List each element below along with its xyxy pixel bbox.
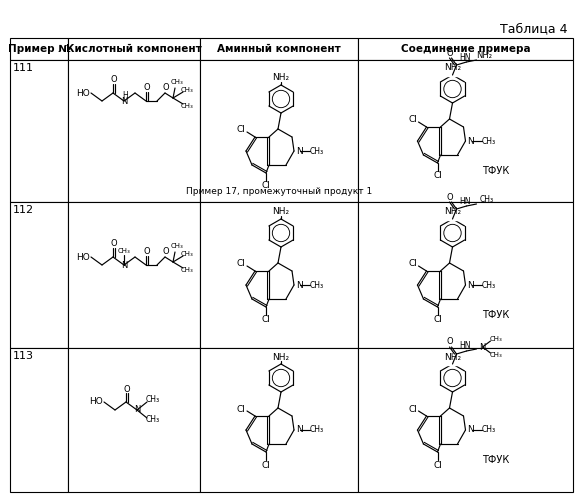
- Text: Пример 17, промежуточный продукт 1: Пример 17, промежуточный продукт 1: [186, 187, 372, 196]
- Text: NH₂: NH₂: [476, 52, 493, 60]
- Text: O: O: [111, 240, 117, 248]
- Text: Cl: Cl: [433, 316, 442, 324]
- Bar: [358, 348, 573, 492]
- Text: CH₃: CH₃: [482, 280, 496, 289]
- Bar: [441, 62, 470, 76]
- Text: CH₃: CH₃: [181, 87, 194, 93]
- Bar: [10, 202, 68, 348]
- Text: CH₃: CH₃: [171, 243, 184, 249]
- Text: N: N: [296, 146, 303, 156]
- Bar: [10, 348, 68, 492]
- Bar: [358, 38, 573, 60]
- Bar: [200, 348, 358, 492]
- Bar: [68, 202, 200, 348]
- Text: CH₃: CH₃: [181, 251, 194, 257]
- Text: 111: 111: [13, 63, 34, 73]
- Text: 112: 112: [13, 205, 34, 215]
- Text: O: O: [143, 84, 150, 92]
- Text: N: N: [479, 342, 486, 351]
- Text: HO: HO: [76, 88, 90, 98]
- Text: ТФУК: ТФУК: [482, 310, 509, 320]
- Text: O: O: [163, 248, 169, 256]
- Text: N: N: [468, 426, 474, 434]
- Bar: [441, 206, 470, 220]
- Bar: [68, 38, 200, 60]
- Text: HO: HO: [76, 252, 90, 262]
- Text: Cl: Cl: [408, 116, 417, 124]
- Text: N: N: [121, 260, 127, 270]
- Text: NH₂: NH₂: [272, 74, 290, 82]
- Text: HO: HO: [89, 398, 103, 406]
- Text: O: O: [446, 48, 453, 58]
- Text: CH₃: CH₃: [479, 196, 494, 204]
- Text: CH₃: CH₃: [146, 396, 160, 404]
- Text: O: O: [446, 192, 453, 202]
- Text: HN: HN: [459, 342, 470, 350]
- Text: ТФУК: ТФУК: [482, 455, 509, 465]
- Bar: [10, 38, 68, 60]
- Text: Cl: Cl: [408, 404, 417, 413]
- Bar: [200, 60, 358, 202]
- Text: CH₃: CH₃: [482, 426, 496, 434]
- Text: N: N: [468, 280, 474, 289]
- Text: O: O: [163, 84, 169, 92]
- Text: NH₂: NH₂: [272, 208, 290, 216]
- Text: O: O: [446, 338, 453, 346]
- Bar: [358, 202, 573, 348]
- Text: CH₃: CH₃: [490, 336, 503, 342]
- Text: HN: HN: [459, 52, 470, 62]
- Text: CH₃: CH₃: [146, 416, 160, 424]
- Text: Cl: Cl: [237, 260, 245, 268]
- Text: Cl: Cl: [262, 316, 271, 324]
- Text: N: N: [468, 136, 474, 145]
- Bar: [10, 60, 68, 202]
- Bar: [200, 202, 358, 348]
- Text: NH₂: NH₂: [444, 208, 461, 216]
- Bar: [68, 348, 200, 492]
- Text: Cl: Cl: [408, 260, 417, 268]
- Text: Cl: Cl: [237, 126, 245, 134]
- Text: O: O: [124, 384, 131, 394]
- Text: Cl: Cl: [262, 182, 271, 190]
- Bar: [200, 38, 358, 60]
- Text: HN: HN: [459, 196, 470, 205]
- Text: CH₃: CH₃: [171, 79, 184, 85]
- Text: CH₃: CH₃: [310, 426, 324, 434]
- Text: O: O: [143, 248, 150, 256]
- Text: CH₃: CH₃: [482, 136, 496, 145]
- Text: NH₂: NH₂: [444, 64, 461, 72]
- Text: Пример №: Пример №: [8, 44, 71, 54]
- Text: CH₃: CH₃: [181, 267, 194, 273]
- Text: CH₃: CH₃: [310, 280, 324, 289]
- Bar: [358, 60, 573, 202]
- Text: Таблица 4: Таблица 4: [500, 22, 568, 35]
- Text: Cl: Cl: [433, 460, 442, 469]
- Text: Соединение примера: Соединение примера: [401, 44, 531, 54]
- Text: CH₃: CH₃: [181, 103, 194, 109]
- Text: 113: 113: [13, 351, 34, 361]
- Bar: [68, 60, 200, 202]
- Text: CH₃: CH₃: [118, 248, 131, 254]
- Text: Кислотный компонент: Кислотный компонент: [66, 44, 202, 54]
- Text: Cl: Cl: [237, 404, 245, 413]
- Text: N: N: [296, 280, 303, 289]
- Text: N: N: [296, 426, 303, 434]
- Text: Cl: Cl: [262, 460, 271, 469]
- Text: N: N: [134, 406, 140, 414]
- Text: Cl: Cl: [433, 172, 442, 180]
- Text: CH₃: CH₃: [490, 352, 503, 358]
- Text: NH₂: NH₂: [444, 352, 461, 362]
- Text: CH₃: CH₃: [310, 146, 324, 156]
- Text: O: O: [111, 76, 117, 84]
- Bar: [441, 351, 470, 365]
- Text: NH₂: NH₂: [272, 352, 290, 362]
- Text: ТФУК: ТФУК: [482, 166, 509, 176]
- Text: Аминный компонент: Аминный компонент: [217, 44, 341, 54]
- Text: H: H: [122, 92, 128, 100]
- Text: N: N: [121, 96, 127, 106]
